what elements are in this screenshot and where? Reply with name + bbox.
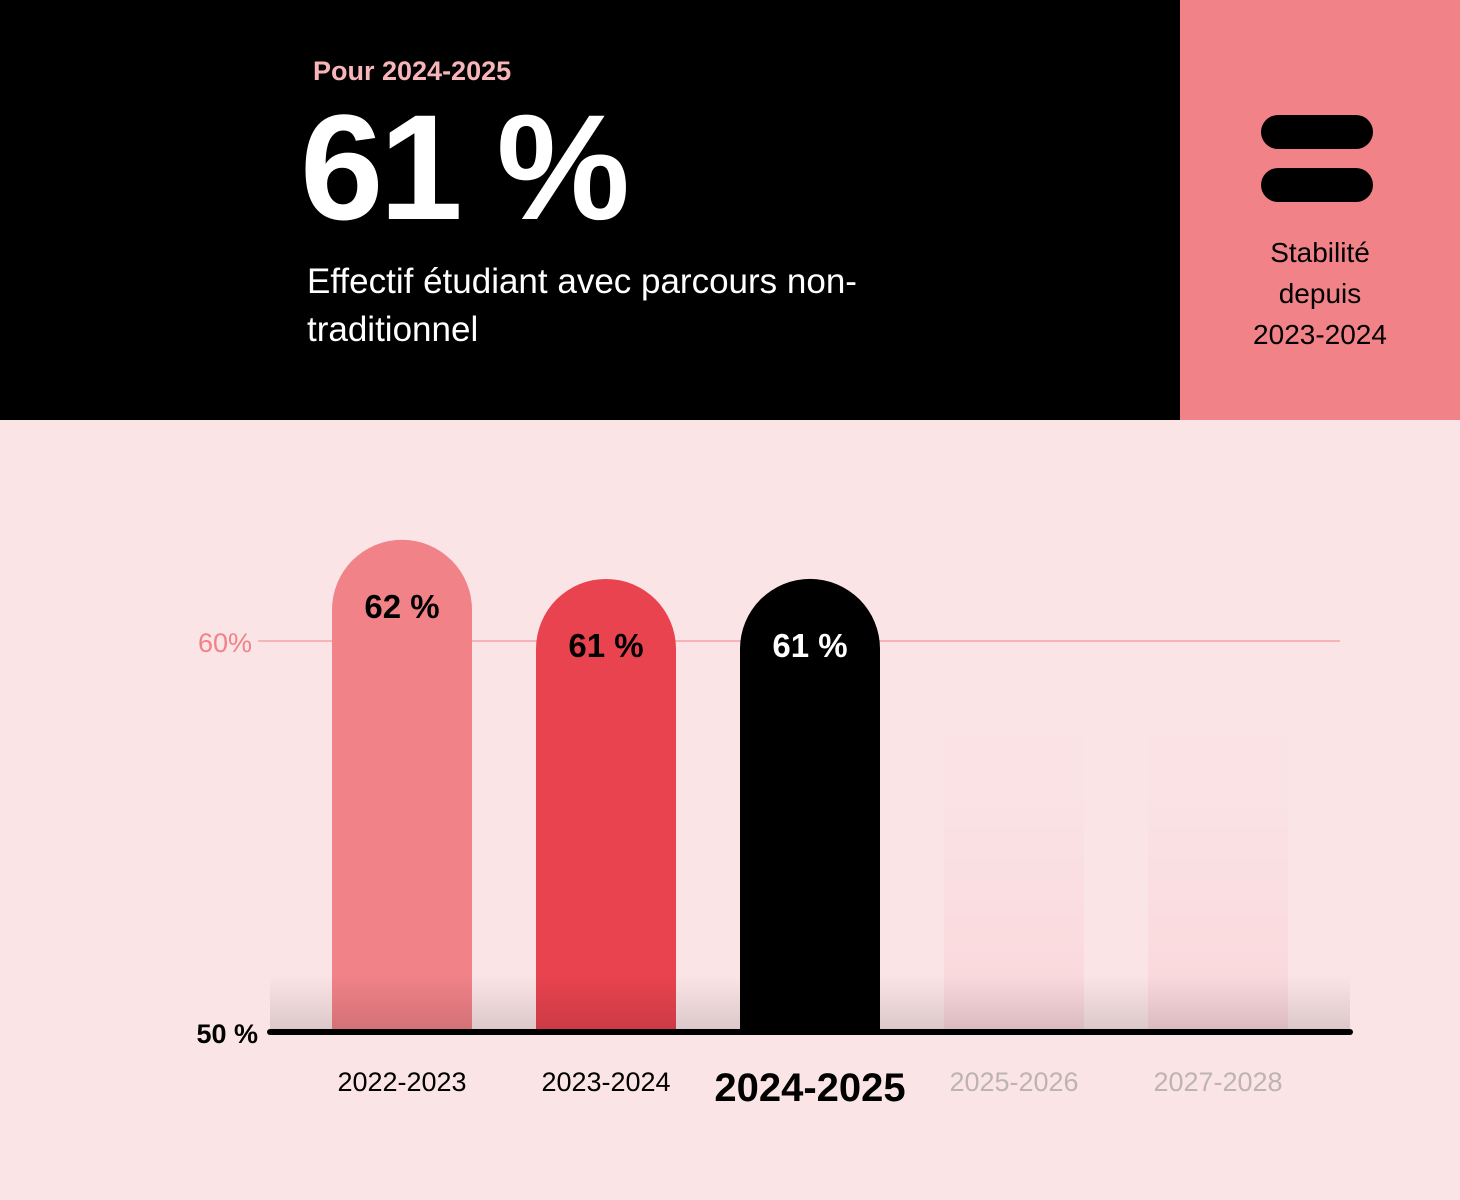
header-panel: Pour 2024-2025 61 % Effectif étudiant av… bbox=[0, 0, 1180, 420]
stability-line: depuis bbox=[1278, 278, 1362, 309]
stability-line: Stabilité bbox=[1270, 237, 1370, 268]
side-panel: Stabilité depuis 2023-2024 bbox=[1180, 0, 1460, 420]
bar-data-label: 62 % bbox=[364, 588, 439, 625]
future-bar-placeholder bbox=[1148, 680, 1288, 1032]
stability-line: 2023-2024 bbox=[1253, 319, 1387, 350]
future-bar-placeholder bbox=[944, 680, 1084, 1032]
y-tick-label: 50 % bbox=[196, 1019, 258, 1049]
bar bbox=[740, 578, 880, 1032]
x-tick-label: 2023-2024 bbox=[541, 1067, 670, 1097]
y-tick-label: 60% bbox=[198, 628, 252, 658]
headline-value: 61 % bbox=[300, 83, 630, 251]
x-tick-label: 2024-2025 bbox=[714, 1066, 905, 1110]
x-tick-label: 2022-2023 bbox=[337, 1067, 466, 1097]
x-tick-label: 2027-2028 bbox=[1153, 1067, 1282, 1097]
bar-data-label: 61 % bbox=[568, 627, 643, 664]
stability-text: Stabilité depuis 2023-2024 bbox=[1180, 232, 1460, 355]
x-tick-label: 2025-2026 bbox=[949, 1067, 1078, 1097]
headline-description: Effectif étudiant avec parcours non-trad… bbox=[307, 262, 857, 349]
bar bbox=[536, 578, 676, 1032]
bar bbox=[332, 539, 472, 1032]
baseline-shadow bbox=[270, 975, 1350, 1032]
bar-data-label: 61 % bbox=[772, 627, 847, 664]
period-label: Pour 2024-2025 bbox=[313, 56, 512, 86]
